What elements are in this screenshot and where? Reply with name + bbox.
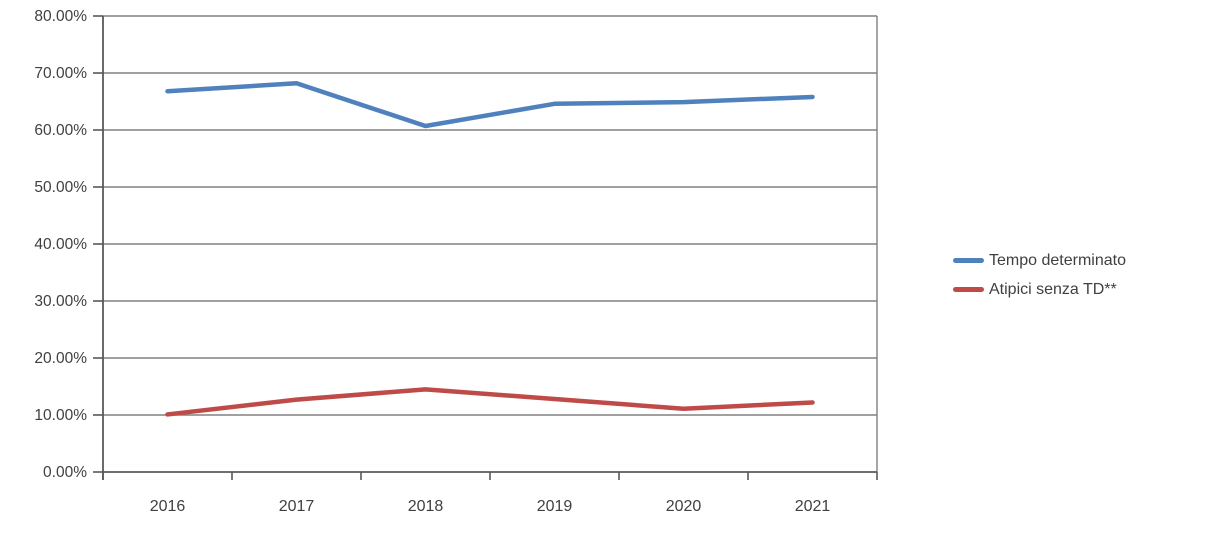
- series-line-0: [165, 81, 815, 129]
- x-tick-label: 2021: [795, 498, 831, 515]
- y-tick-label: 30.00%: [34, 293, 87, 310]
- legend: Tempo determinato Atipici senza TD**: [953, 246, 1126, 304]
- legend-line-swatch-icon: [953, 258, 984, 263]
- legend-item: Tempo determinato: [953, 246, 1126, 275]
- x-tick-label: 2018: [408, 498, 444, 515]
- y-tick-label: 10.00%: [34, 407, 87, 424]
- x-tick-label: 2019: [537, 498, 573, 515]
- y-tick-label: 40.00%: [34, 236, 87, 253]
- y-tick-label: 0.00%: [43, 464, 87, 481]
- y-tick-label: 80.00%: [34, 8, 87, 25]
- y-tick-label: 60.00%: [34, 122, 87, 139]
- legend-label: Atipici senza TD**: [989, 280, 1117, 298]
- legend-item: Atipici senza TD**: [953, 275, 1126, 304]
- series-line-1: [165, 387, 815, 417]
- y-tick-label: 20.00%: [34, 350, 87, 367]
- legend-label: Tempo determinato: [989, 251, 1126, 269]
- x-tick-label: 2016: [150, 498, 186, 515]
- x-tick-label: 2020: [666, 498, 702, 515]
- legend-line-swatch-icon: [953, 287, 984, 292]
- y-tick-label: 70.00%: [34, 65, 87, 82]
- x-tick-label: 2017: [279, 498, 315, 515]
- y-tick-label: 50.00%: [34, 179, 87, 196]
